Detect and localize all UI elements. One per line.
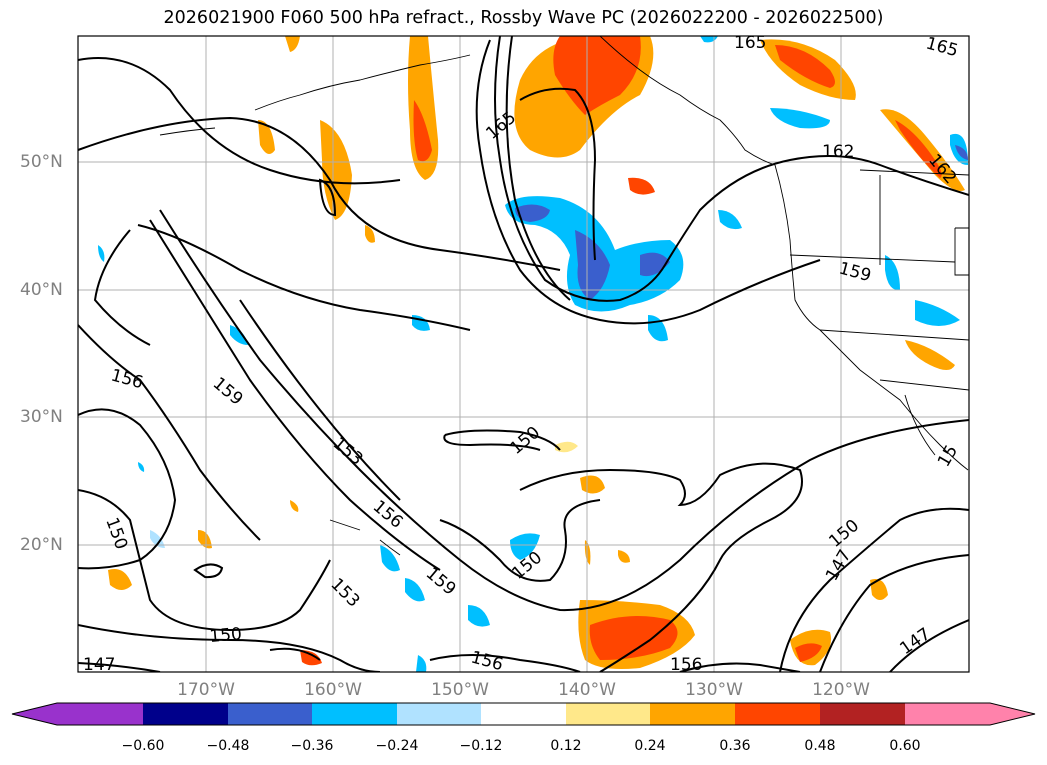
lat-label-20n: 20°N	[20, 535, 63, 555]
lon-label-140w: 140°W	[558, 680, 616, 700]
contour-label: 15	[934, 442, 962, 471]
lat-label-40n: 40°N	[20, 280, 63, 300]
colorbar-cell	[905, 703, 990, 725]
lat-label-30n: 30°N	[20, 407, 63, 427]
colorbar-tick-label: 0.36	[719, 738, 751, 754]
colorbar-cell	[820, 703, 905, 725]
contour-label: 159	[837, 259, 874, 287]
map-frame	[77, 35, 970, 673]
lon-label-150w: 150°W	[431, 680, 489, 700]
lon-label-130w: 130°W	[685, 680, 743, 700]
colorbar-tick-label: −0.24	[375, 738, 419, 754]
lat-label-50n: 50°N	[20, 152, 63, 172]
colorbar-tick-label: −0.12	[459, 738, 503, 754]
colorbar-tick-label: 0.48	[804, 738, 836, 754]
colorbar-cell	[57, 703, 143, 725]
colorbar-cell	[228, 703, 312, 725]
contour-label: 159	[209, 374, 247, 410]
colorbar-cell	[481, 703, 566, 725]
contour-label: 162	[822, 142, 854, 162]
contour-label: 159	[422, 564, 460, 600]
colorbar-extend-max	[990, 703, 1035, 725]
colorbar-outline	[11, 702, 1036, 726]
contour-label: 156	[469, 648, 506, 676]
colorbar-tick-label: −0.48	[206, 738, 250, 754]
colorbar-tick-label: −0.60	[121, 738, 165, 754]
refractivity-contours	[78, 36, 969, 672]
lon-label-120w: 120°W	[812, 680, 870, 700]
colorbar-cell	[566, 703, 650, 725]
contour-label: 150	[506, 423, 544, 459]
colorbar-cell	[143, 703, 228, 725]
contour-label: 156	[670, 655, 702, 675]
contour-label: 156	[369, 497, 407, 533]
colorbar-cell	[312, 703, 397, 725]
contour-label: 153	[326, 574, 363, 611]
colorbar-tick-label: 0.24	[634, 738, 666, 754]
colorbar-cell	[735, 703, 820, 725]
contour-label: 150	[209, 624, 243, 647]
contour-label: 147	[822, 546, 856, 584]
positive-anomaly-shading	[108, 36, 965, 669]
lon-label-160w: 160°W	[304, 680, 362, 700]
contour-label: 147	[896, 624, 934, 659]
colorbar-extend-min	[12, 703, 57, 725]
contour-label: 150	[101, 515, 131, 552]
colorbar-tick-label: −0.36	[290, 738, 334, 754]
lon-label-170w: 170°W	[177, 680, 235, 700]
contour-label: 147	[83, 655, 115, 675]
colorbar-cell	[650, 703, 735, 725]
colorbar-tick-label: 0.12	[550, 738, 582, 754]
colorbar-cell	[397, 703, 481, 725]
contour-label: 150	[825, 516, 863, 552]
graticule	[78, 36, 969, 672]
contour-label: 156	[109, 366, 146, 394]
contour-label: 165	[924, 34, 961, 62]
map-title: 2026021900 F060 500 hPa refract., Rossby…	[163, 8, 884, 28]
colorbar-tick-label: 0.60	[889, 738, 921, 754]
coastlines	[159, 36, 969, 556]
contour-label: 165	[734, 33, 766, 53]
contour-label: 153	[329, 434, 367, 470]
